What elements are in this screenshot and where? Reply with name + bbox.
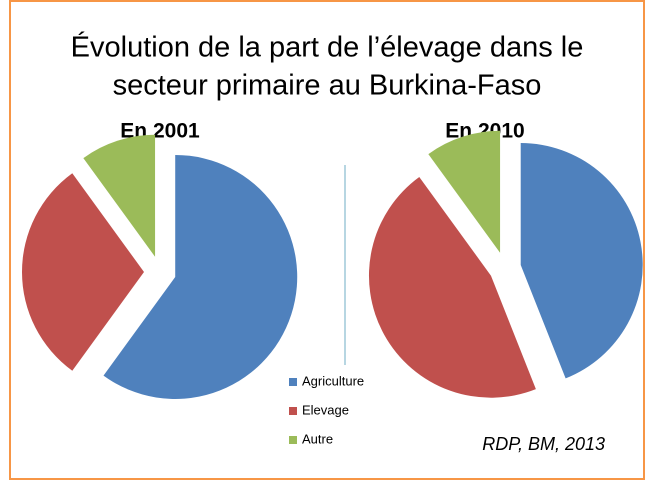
legend-swatch bbox=[289, 378, 297, 386]
pie-slice bbox=[83, 134, 156, 257]
title-line-1: Évolution de la part de l’élevage dans l… bbox=[71, 31, 584, 64]
pie-slice bbox=[428, 130, 501, 253]
pie-slice bbox=[103, 154, 298, 399]
legend-label: Agriculture bbox=[302, 373, 364, 388]
legend-label: Elevage bbox=[302, 402, 349, 417]
pie-slice bbox=[368, 177, 536, 398]
title-line-2: secteur primaire au Burkina-Faso bbox=[113, 70, 542, 102]
legend-swatch bbox=[289, 407, 297, 415]
legend-label: Autre bbox=[302, 431, 333, 446]
legend-swatch bbox=[289, 436, 297, 444]
pie-slice bbox=[21, 173, 144, 371]
source: RDP, BM, 2013 bbox=[482, 434, 605, 454]
pie-slice bbox=[520, 143, 643, 379]
